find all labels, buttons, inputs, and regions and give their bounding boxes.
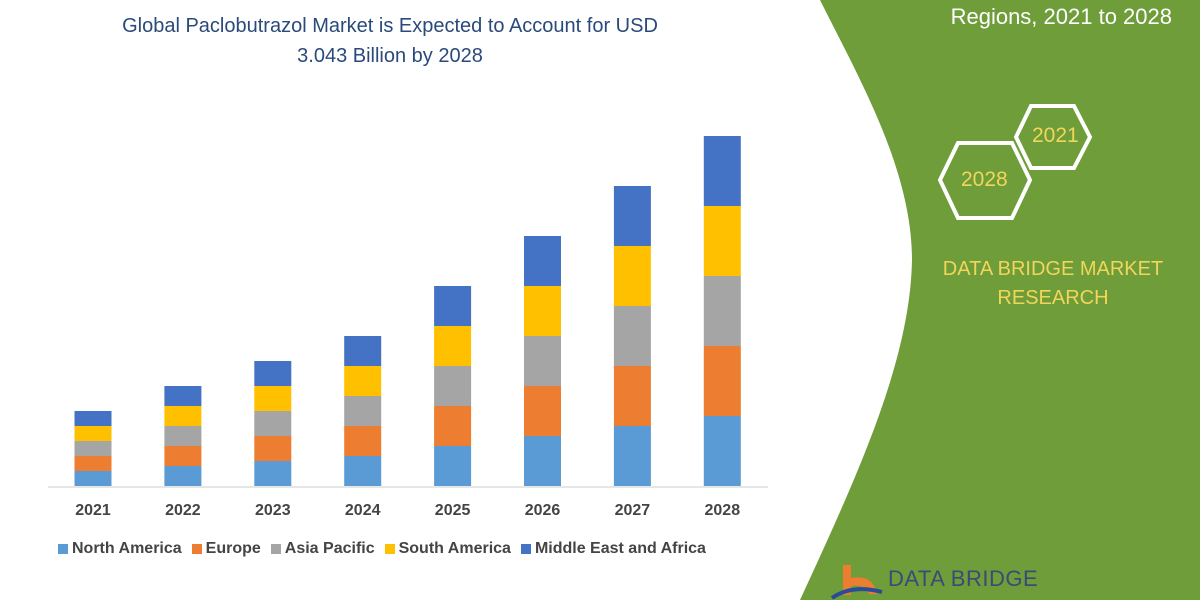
bar-segment-2024-north-america [344, 456, 382, 486]
legend-item: Middle East and Africa [520, 540, 706, 558]
bar-segment-2028-middle-east-and-africa [703, 136, 741, 206]
side-title: Regions, 2021 to 2028 [950, 4, 1172, 29]
bar-segment-2022-europe [164, 446, 202, 466]
bar-segment-2023-europe [254, 436, 292, 461]
legend-swatch [384, 544, 395, 554]
bars [74, 136, 741, 486]
legend-swatch [191, 544, 202, 554]
bar-segment-2028-south-america [703, 206, 741, 276]
x-tick-label: 2023 [255, 502, 291, 519]
bar-segment-2027-asia-pacific [613, 306, 651, 366]
bar-segment-2025-europe [434, 406, 472, 446]
bar-segment-2022-middle-east-and-africa [164, 386, 202, 406]
legend-label: Europe [205, 540, 261, 557]
legend-item: North America [58, 540, 182, 558]
logo-text: DATA BRIDGE [888, 566, 1039, 591]
bar-segment-2021-europe [74, 456, 112, 471]
bar-segment-2023-asia-pacific [254, 411, 292, 436]
legend-item: Europe [191, 540, 261, 558]
bar-segment-2022-asia-pacific [164, 426, 202, 446]
bar-segment-2025-north-america [434, 446, 472, 486]
green-panel [800, 0, 1200, 600]
legend-item: Asia Pacific [270, 540, 375, 558]
legend-item: South America [384, 540, 511, 558]
bar-segment-2028-north-america [703, 416, 741, 486]
bar-segment-2021-south-america [74, 426, 112, 441]
x-tick-label: 2021 [75, 502, 111, 519]
hex-label-2021: 2021 [1032, 124, 1079, 147]
bar-segment-2026-asia-pacific [524, 336, 561, 386]
x-tick-label: 2025 [434, 502, 471, 519]
bar-segment-2026-europe [524, 386, 561, 436]
legend-label: Middle East and Africa [534, 540, 706, 557]
legend-swatch [520, 544, 531, 554]
bar-segment-2026-middle-east-and-africa [524, 236, 561, 286]
bar-segment-2022-south-america [164, 406, 202, 426]
brand-line2: RESEARCH [997, 287, 1109, 309]
bar-segment-2027-europe [613, 366, 651, 426]
x-tick-label: 2026 [524, 502, 561, 519]
x-tick-label: 2028 [704, 502, 741, 519]
chart-title-line2: 3.043 Billion by 2028 [297, 45, 483, 67]
bar-segment-2028-europe [703, 346, 741, 416]
bar-segment-2022-north-america [164, 466, 202, 486]
bar-segment-2027-middle-east-and-africa [613, 186, 651, 246]
bar-segment-2025-south-america [434, 326, 472, 366]
brand-text: DATA BRIDGE MARKET RESEARCH [920, 255, 1186, 313]
bar-segment-2023-middle-east-and-africa [254, 361, 292, 386]
bar-segment-2026-north-america [524, 436, 561, 486]
bar-segment-2023-north-america [254, 461, 292, 486]
logo-icon [830, 565, 883, 600]
chart-title-line1: Global Paclobutrazol Market is Expected … [122, 15, 658, 37]
bar-segment-2024-middle-east-and-africa [344, 336, 382, 366]
x-tick-label: 2024 [344, 502, 381, 519]
bar-segment-2021-middle-east-and-africa [74, 411, 112, 426]
bar-segment-2026-south-america [524, 286, 561, 336]
bar-segment-2025-asia-pacific [434, 366, 472, 406]
bar-segment-2028-asia-pacific [703, 276, 741, 346]
x-tick-label: 2022 [165, 502, 201, 519]
hexagon-2028 [937, 141, 1033, 220]
x-tick-label: 2027 [614, 502, 651, 519]
legend-swatch [270, 544, 281, 554]
hexagon-2021 [1013, 104, 1093, 170]
brand-line1: DATA BRIDGE MARKET [942, 258, 1164, 280]
legend-label: North America [72, 540, 182, 557]
bar-segment-2021-north-america [74, 471, 112, 486]
legend: North America Europe Asia Pacific South Ame… [58, 540, 706, 558]
bar-segment-2024-asia-pacific [344, 396, 382, 426]
legend-label: South America [398, 540, 511, 557]
bar-segment-2023-south-america [254, 386, 292, 411]
legend-swatch [58, 544, 68, 554]
legend-label: Asia Pacific [284, 540, 375, 557]
hex-label-2028: 2028 [961, 168, 1008, 191]
bar-segment-2025-middle-east-and-africa [434, 286, 472, 326]
bar-segment-2027-south-america [613, 246, 651, 306]
bar-segment-2021-asia-pacific [74, 441, 112, 456]
bar-segment-2024-south-america [344, 366, 382, 396]
bar-segment-2027-north-america [613, 426, 651, 486]
bar-segment-2024-europe [344, 426, 382, 456]
